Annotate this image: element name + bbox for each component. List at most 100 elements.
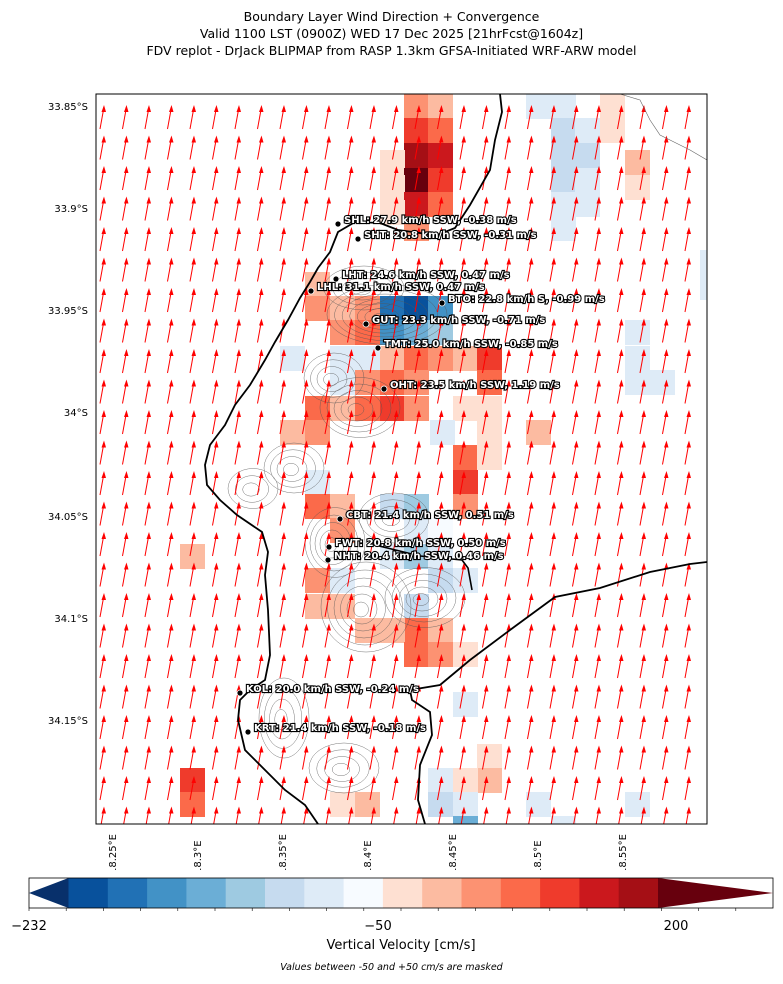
wind-arrow: [167, 684, 174, 709]
wind-arrow: [324, 166, 331, 191]
lon-label: 18.4°E: [363, 840, 374, 870]
wind-arrows: [99, 105, 691, 824]
wind-arrow: [234, 288, 241, 313]
colorbar-segment: [500, 878, 541, 908]
colorbar-segment: [265, 878, 305, 908]
wind-arrow: [527, 257, 534, 282]
wind-arrow: [662, 593, 669, 618]
wind-arrow: [144, 776, 151, 801]
wind-arrow: [662, 684, 669, 709]
station-marker: [324, 556, 332, 564]
terrain-contour: [364, 308, 400, 326]
colorbar-title: Vertical Velocity [cm/s]: [326, 938, 475, 953]
wind-arrow: [662, 501, 669, 526]
station-marker: [380, 385, 388, 393]
lat-label: 33.9°S: [54, 204, 88, 215]
wind-arrow: [437, 318, 444, 343]
wind-arrow: [393, 806, 399, 824]
wind-arrow: [302, 532, 309, 557]
terrain-contour: [332, 271, 394, 306]
velocity-cell: [625, 175, 650, 200]
wind-arrow: [438, 806, 444, 824]
wind-arrow: [234, 745, 241, 770]
wind-arrow: [437, 501, 444, 526]
wind-arrow: [257, 349, 264, 374]
terrain-contour: [327, 569, 403, 646]
wind-arrow: [99, 532, 106, 557]
wind-arrow: [234, 166, 241, 191]
wind-arrow: [527, 684, 534, 709]
wind-arrow: [324, 227, 331, 252]
terrain-contour: [346, 593, 378, 625]
wind-arrow: [144, 715, 151, 740]
wind-arrow: [414, 257, 421, 282]
wind-arrow: [369, 623, 376, 648]
wind-arrow: [572, 410, 579, 435]
terrain-contour: [323, 265, 405, 311]
wind-arrow: [639, 318, 646, 343]
wind-arrow: [684, 715, 691, 740]
wind-arrow: [122, 196, 129, 221]
wind-arrow: [572, 135, 579, 160]
wind-arrow: [527, 227, 534, 252]
lat-label: 33.85°S: [48, 102, 88, 113]
wind-arrow: [459, 593, 466, 618]
wind-arrow: [122, 654, 129, 679]
wind-arrow: [618, 806, 624, 824]
wind-arrow: [549, 715, 556, 740]
wind-arrow: [459, 288, 466, 313]
velocity-cell: [477, 370, 502, 395]
wind-arrow: [279, 654, 286, 679]
terrain-contour: [324, 537, 338, 552]
wind-arrow: [482, 379, 489, 404]
wind-arrow: [414, 623, 421, 648]
wind-arrow: [212, 166, 219, 191]
velocity-cell: [305, 396, 330, 421]
wind-arrow: [482, 318, 489, 343]
wind-arrow: [437, 410, 444, 435]
station-label-tmt: TMT: 25.0 km/h SSW, -0.85 m/s: [384, 339, 558, 350]
wind-arrow: [437, 257, 444, 282]
wind-arrow: [189, 623, 196, 648]
wind-arrow: [347, 593, 354, 618]
wind-arrow: [617, 105, 624, 130]
wind-arrow: [549, 776, 556, 801]
wind-arrow: [212, 379, 219, 404]
wind-arrow: [167, 288, 174, 313]
wind-arrow: [549, 654, 556, 679]
wind-arrow: [122, 105, 129, 130]
wind-arrow: [212, 776, 219, 801]
wind-arrow: [662, 318, 669, 343]
lon-label: 18.55°E: [618, 834, 629, 870]
wind-arrow: [504, 593, 511, 618]
wind-arrow: [684, 745, 691, 770]
wind-arrow: [279, 135, 286, 160]
wind-arrow: [414, 715, 421, 740]
velocity-cell: [404, 518, 429, 543]
velocity-cell: [477, 346, 502, 371]
wind-arrow: [257, 532, 264, 557]
wind-arrow: [369, 318, 376, 343]
wind-arrow: [279, 257, 286, 282]
colorbar-segment: [107, 878, 148, 908]
coastline-far-east: [619, 94, 707, 161]
wind-arrow: [99, 593, 106, 618]
wind-arrow: [212, 501, 219, 526]
wind-arrow: [369, 410, 376, 435]
wind-arrow: [324, 623, 331, 648]
wind-arrow: [347, 105, 354, 130]
wind-arrow: [392, 501, 399, 526]
wind-arrow: [302, 715, 309, 740]
wind-arrow: [369, 196, 376, 221]
station-label-krt: KRT: 21.4 km/h SSW, -0.18 m/s: [254, 723, 426, 734]
station-label-cbt: CBT: 21.4 km/h SSW, 0.51 m/s: [346, 510, 514, 521]
wind-arrow: [459, 776, 466, 801]
wind-arrow: [122, 562, 129, 587]
wind-arrow: [527, 410, 534, 435]
wind-arrow: [594, 562, 601, 587]
wind-arrow: [167, 654, 174, 679]
wind-arrow: [347, 532, 354, 557]
wind-arrow: [369, 440, 376, 465]
wind-arrow: [279, 166, 286, 191]
wind-arrow: [167, 318, 174, 343]
